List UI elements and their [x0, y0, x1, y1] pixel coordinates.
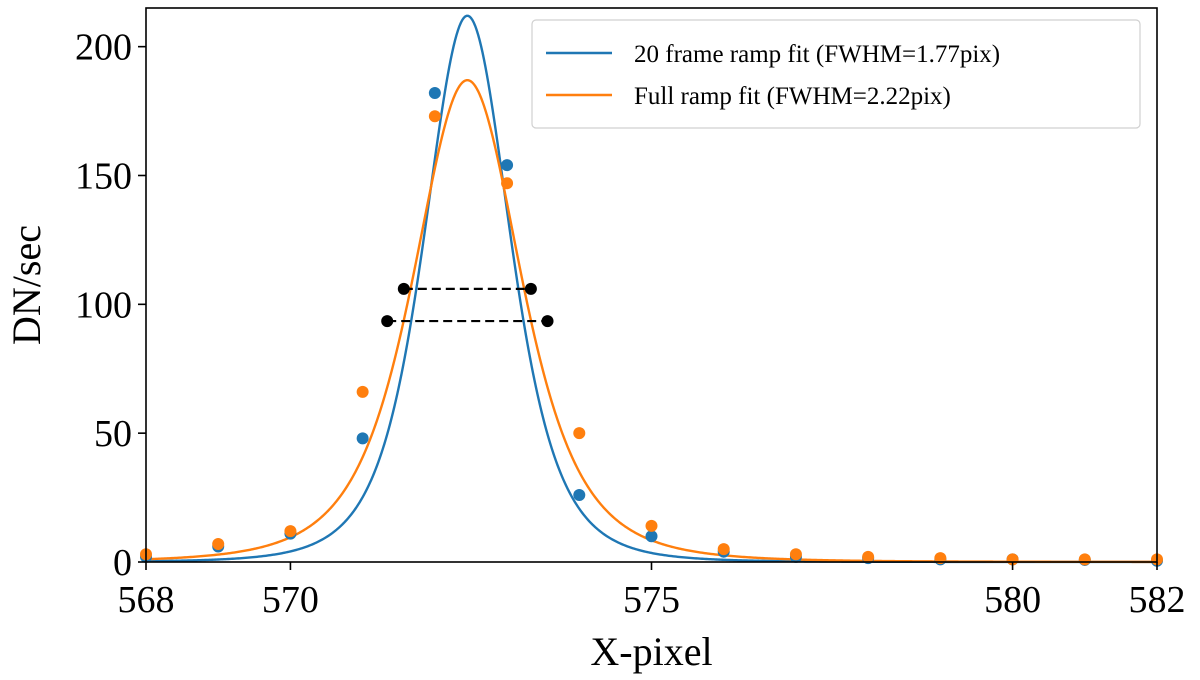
data-point-s0-4	[428, 87, 441, 100]
data-point-s0-5	[501, 159, 514, 172]
x-axis-ticks: 568 570 575 580 582	[118, 562, 1186, 621]
fwhm-dashed-lines	[387, 287, 548, 323]
y-tick-label-0: 0	[113, 542, 132, 584]
data-point-s1-1	[212, 537, 225, 550]
data-point-s1-10	[862, 550, 875, 563]
legend-entry-20-frame: 20 frame ramp fit (FWHM=1.77pix)	[634, 41, 1000, 68]
data-point-s1-4	[428, 110, 441, 123]
y-tick-label-2: 100	[75, 284, 132, 326]
x-tick-label-3: 580	[984, 579, 1041, 621]
data-point-s1-9	[789, 548, 802, 561]
data-point-s1-2	[284, 525, 297, 538]
fwhm-marker-1-0	[381, 315, 394, 328]
data-point-s1-5	[501, 177, 514, 190]
y-axis-ticks: 0 50 100 150 200	[75, 27, 146, 584]
y-tick-label-1: 50	[94, 413, 132, 455]
data-point-s1-11	[934, 552, 947, 565]
half-max-markers	[381, 282, 554, 328]
y-axis-label: DN/sec	[4, 225, 49, 345]
x-tick-label-0: 568	[118, 579, 175, 621]
x-tick-label-1: 570	[262, 579, 319, 621]
x-axis-label: X-pixel	[590, 629, 712, 674]
data-point-s1-7	[645, 519, 658, 532]
data-point-s1-6	[573, 427, 586, 440]
x-tick-label-4: 582	[1129, 579, 1186, 621]
data-point-s0-7	[645, 530, 658, 543]
data-points	[140, 87, 1163, 567]
fwhm-marker-0-1	[524, 282, 537, 295]
fwhm-marker-1-1	[541, 315, 554, 328]
y-tick-label-4: 200	[75, 27, 132, 69]
data-point-s1-3	[356, 385, 369, 398]
data-point-s0-3	[356, 432, 369, 445]
data-point-s0-6	[573, 489, 586, 501]
data-point-s1-8	[717, 543, 730, 556]
fit-curve-1	[145, 79, 1158, 564]
y-tick-label-3: 150	[75, 155, 132, 197]
fwhm-marker-0-0	[397, 282, 410, 295]
x-tick-label-2: 575	[623, 579, 680, 621]
legend-entry-full-ramp: Full ramp fit (FWHM=2.22pix)	[634, 83, 951, 110]
data-point-s1-13	[1078, 553, 1091, 566]
legend: 20 frame ramp fit (FWHM=1.77pix) Full ra…	[531, 19, 1141, 129]
legend-box	[531, 19, 1141, 129]
